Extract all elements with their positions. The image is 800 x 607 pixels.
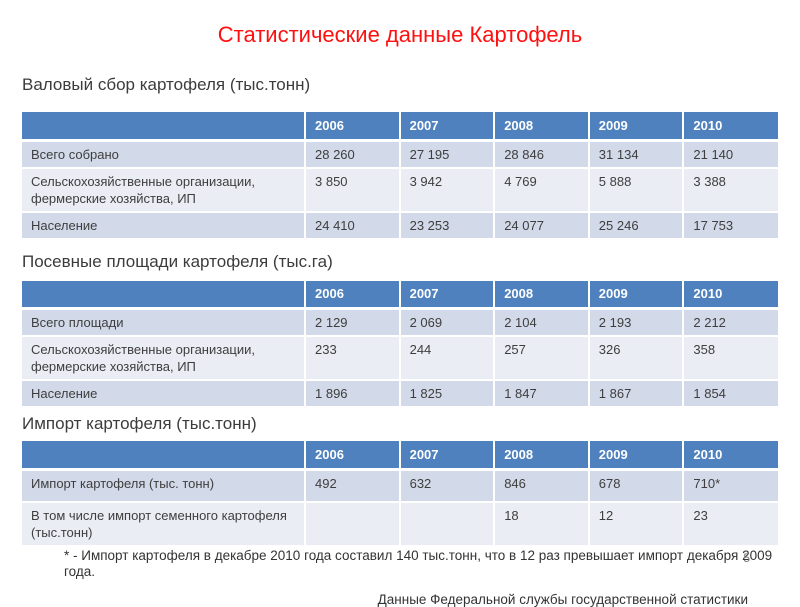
row-label: Сельскохозяйственные организации, фермер…: [22, 166, 305, 212]
year-column-header: 2009: [587, 280, 684, 309]
year-column-header: 2006: [304, 441, 400, 469]
value-cell: 28 846: [493, 138, 589, 168]
value-cell: 244: [398, 335, 495, 380]
value-cell: 2 069: [398, 307, 495, 336]
section-heading-sown-area: Посевные площади картофеля (тыс.га): [22, 251, 333, 271]
value-cell: 358: [682, 335, 778, 380]
year-column-header: 2009: [587, 441, 684, 469]
row-label: Всего площади: [22, 307, 305, 336]
gross-harvest-table: 2006 2007 2008 2009 2010 Всего собрано 2…: [22, 112, 778, 238]
year-column-header: 2006: [304, 280, 400, 309]
value-cell: 2 129: [304, 307, 400, 336]
value-cell: 3 942: [398, 166, 495, 212]
value-cell: 1 854: [682, 379, 778, 406]
value-cell: 846: [493, 467, 589, 502]
value-cell: 233: [304, 335, 400, 380]
table-header-row: 2006 2007 2008 2009 2010: [22, 441, 778, 469]
value-cell: 5 888: [587, 166, 684, 212]
table-row: В том числе импорт семенного картофеля (…: [22, 501, 778, 545]
value-cell: 2 193: [587, 307, 684, 336]
value-cell: 257: [493, 335, 589, 380]
value-cell: 27 195: [398, 138, 495, 168]
year-column-header: 2009: [587, 112, 684, 140]
year-column-header: 2010: [682, 112, 778, 140]
table-row: Сельскохозяйственные организации, фермер…: [22, 166, 778, 212]
year-column-header: 2010: [682, 280, 778, 309]
value-cell: 24 410: [304, 210, 400, 238]
page-number: 5: [743, 551, 750, 565]
value-cell: 492: [304, 467, 400, 502]
row-label: Сельскохозяйственные организации, фермер…: [22, 335, 305, 380]
value-cell: 31 134: [587, 138, 684, 168]
slide-title: Статистические данные Картофель: [217, 22, 583, 47]
table-header-row: 2006 2007 2008 2009 2010: [22, 280, 778, 309]
value-cell: 1 825: [398, 379, 495, 406]
table-row: Население 24 410 23 253 24 077 25 246 17…: [22, 210, 778, 238]
value-cell: 3 388: [682, 166, 778, 212]
section-heading-import: Импорт картофеля (тыс.тонн): [22, 414, 257, 433]
value-cell: 4 769: [493, 166, 589, 212]
value-cell: [398, 501, 495, 545]
row-label: Импорт картофеля (тыс. тонн): [22, 467, 305, 502]
table-header-row: 2006 2007 2008 2009 2010: [22, 112, 778, 140]
year-column-header: 2007: [398, 112, 495, 140]
value-cell: 3 850: [304, 166, 400, 212]
table-row: Население 1 896 1 825 1 847 1 867 1 854: [22, 379, 778, 406]
value-cell: 1 896: [304, 379, 400, 406]
sown-area-table: 2006 2007 2008 2009 2010 Всего площади 2…: [22, 280, 778, 406]
year-column-header: 2006: [304, 112, 400, 140]
corner-cell: [22, 441, 305, 469]
row-label: В том числе импорт семенного картофеля (…: [22, 501, 305, 545]
value-cell: 632: [398, 467, 495, 502]
import-table: 2006 2007 2008 2009 2010 Импорт картофел…: [22, 441, 778, 545]
value-cell: 23 253: [398, 210, 495, 238]
value-cell: 326: [587, 335, 684, 380]
value-cell: 678: [587, 467, 684, 502]
year-column-header: 2008: [493, 280, 589, 309]
value-cell: [304, 501, 400, 545]
table-row: Импорт картофеля (тыс. тонн) 492 632 846…: [22, 467, 778, 502]
value-cell: 12: [587, 501, 684, 545]
year-column-header: 2008: [493, 441, 589, 469]
section-heading-gross-harvest: Валовый сбор картофеля (тыс.тонн): [22, 75, 311, 94]
value-cell: 1 867: [587, 379, 684, 406]
table-row: Всего собрано 28 260 27 195 28 846 31 13…: [22, 138, 778, 168]
footnote: * - Импорт картофеля в декабре 2010 года…: [64, 548, 773, 579]
value-cell: 25 246: [587, 210, 684, 238]
value-cell: 2 104: [493, 307, 589, 336]
corner-cell: [22, 112, 305, 140]
value-cell: 1 847: [493, 379, 589, 406]
value-cell: 24 077: [493, 210, 589, 238]
value-cell: 2 212: [682, 307, 778, 336]
year-column-header: 2010: [682, 441, 778, 469]
value-cell: 710*: [682, 467, 778, 502]
row-label: Население: [22, 379, 305, 406]
value-cell: 28 260: [304, 138, 400, 168]
table-row: Всего площади 2 129 2 069 2 104 2 193 2 …: [22, 307, 778, 336]
year-column-header: 2008: [493, 112, 589, 140]
value-cell: 23: [682, 501, 778, 545]
value-cell: 18: [493, 501, 589, 545]
row-label: Население: [22, 210, 305, 238]
table-row: Сельскохозяйственные организации, фермер…: [22, 335, 778, 380]
year-column-header: 2007: [398, 441, 495, 469]
year-column-header: 2007: [398, 280, 495, 309]
value-cell: 17 753: [682, 210, 778, 238]
row-label: Всего собрано: [22, 138, 305, 168]
corner-cell: [22, 280, 305, 309]
value-cell: 21 140: [682, 138, 778, 168]
